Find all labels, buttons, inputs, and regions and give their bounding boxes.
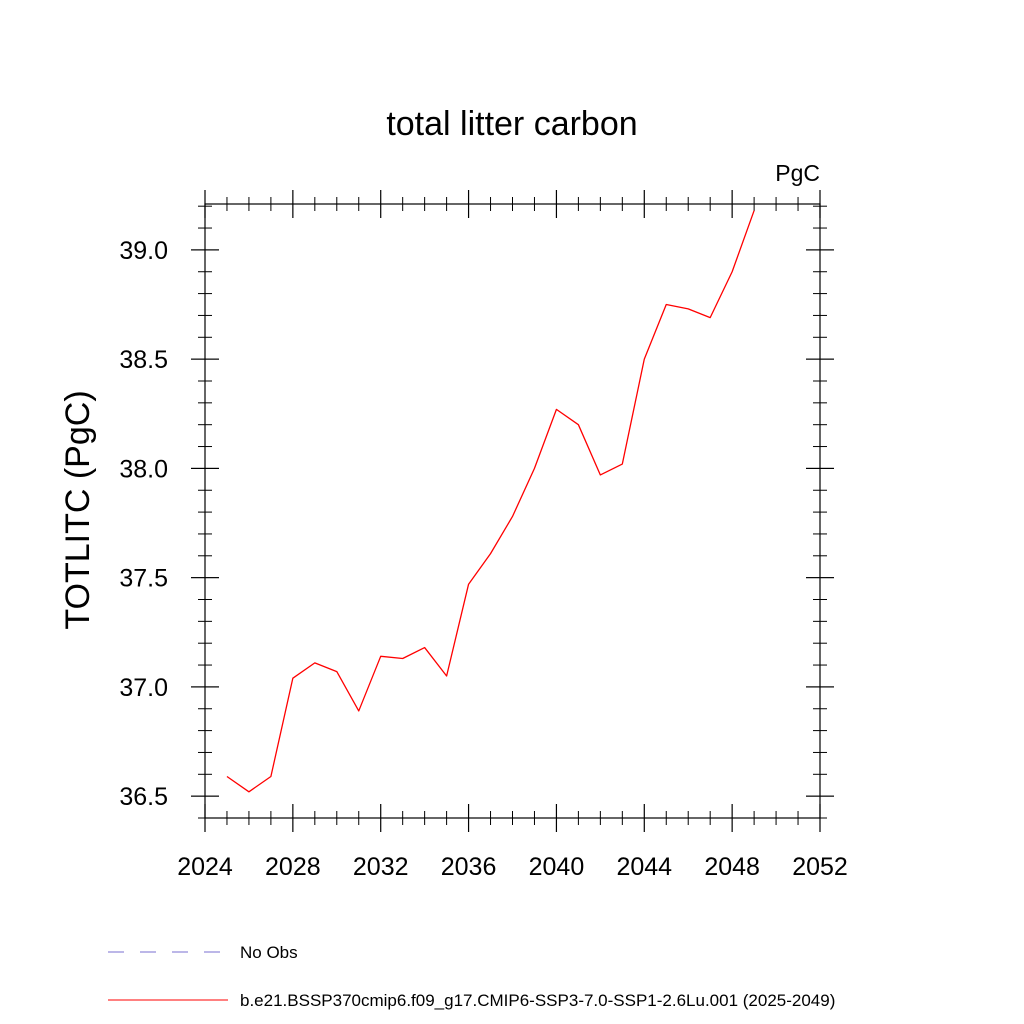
x-tick-label: 2024 xyxy=(177,853,233,881)
x-axis-ticks: 2024 2028 2032 2036 2040 2044 2048 2052 xyxy=(177,190,848,881)
legend: No Obs b.e21.BSSP370cmip6.f09_g17.CMIP6-S… xyxy=(108,943,835,1010)
legend-label-0: No Obs xyxy=(240,943,298,962)
chart-title: total litter carbon xyxy=(386,105,637,143)
y-tick-label: 36.5 xyxy=(119,783,168,811)
legend-label-1: b.e21.BSSP370cmip6.f09_g17.CMIP6-SSP3-7.… xyxy=(240,991,835,1010)
units-label: PgC xyxy=(775,160,820,186)
y-tick-label: 38.5 xyxy=(119,346,168,374)
x-tick-label: 2036 xyxy=(441,853,497,881)
y-axis-label: TOTLITC (PgC) xyxy=(59,390,97,629)
y-tick-label: 39.0 xyxy=(119,237,168,265)
y-tick-label: 37.0 xyxy=(119,674,168,702)
y-axis-ticks: 36.5 37.0 37.5 38.0 38.5 39.0 xyxy=(119,205,834,819)
x-tick-label: 2048 xyxy=(704,853,760,881)
x-tick-label: 2028 xyxy=(265,853,321,881)
x-tick-label: 2044 xyxy=(616,853,672,881)
x-tick-label: 2040 xyxy=(529,853,585,881)
series-line-0 xyxy=(226,210,755,793)
y-tick-label: 37.5 xyxy=(119,565,168,593)
x-tick-label: 2052 xyxy=(792,853,848,881)
series-layer xyxy=(226,210,755,793)
y-tick-label: 38.0 xyxy=(119,455,168,483)
x-tick-label: 2032 xyxy=(353,853,409,881)
plot-frame xyxy=(204,203,821,819)
